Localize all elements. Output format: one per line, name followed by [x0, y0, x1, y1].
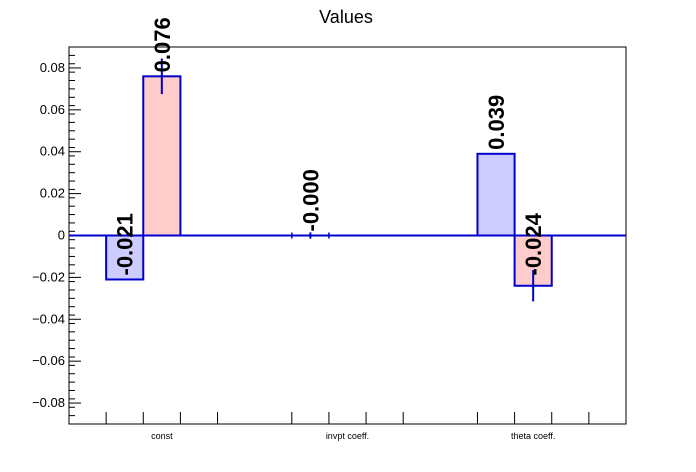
- data-label: 0.076: [150, 17, 175, 72]
- data-label: -0.000: [298, 169, 323, 231]
- x-category-label: invpt coeff.: [326, 431, 369, 441]
- y-tick-label: 0.02: [40, 186, 65, 201]
- bar: [476, 152, 516, 237]
- y-tick-label: 0: [58, 228, 65, 243]
- y-tick-label: 0.08: [40, 60, 65, 75]
- data-label: -0.024: [521, 212, 546, 275]
- bar: [142, 75, 182, 237]
- bar: [105, 234, 145, 281]
- y-tick-label: 0.06: [40, 102, 65, 117]
- error-bars: [160, 58, 535, 302]
- y-tick-label: −0.06: [32, 353, 65, 368]
- y-tick-label: −0.08: [32, 395, 65, 410]
- y-tick-label: −0.04: [32, 311, 65, 326]
- data-labels: -0.021 0.076 -0.000 0.039 -0.024: [113, 17, 546, 275]
- data-label: -0.021: [113, 213, 138, 275]
- x-axis: const invpt coeff. theta coeff.: [105, 412, 590, 441]
- y-tick-label: −0.02: [32, 269, 65, 284]
- chart-title: Values: [319, 7, 373, 27]
- x-category-label: const: [151, 431, 173, 441]
- x-category-label: theta coeff.: [511, 431, 555, 441]
- data-label: 0.039: [484, 95, 509, 150]
- y-tick-label: 0.04: [40, 144, 65, 159]
